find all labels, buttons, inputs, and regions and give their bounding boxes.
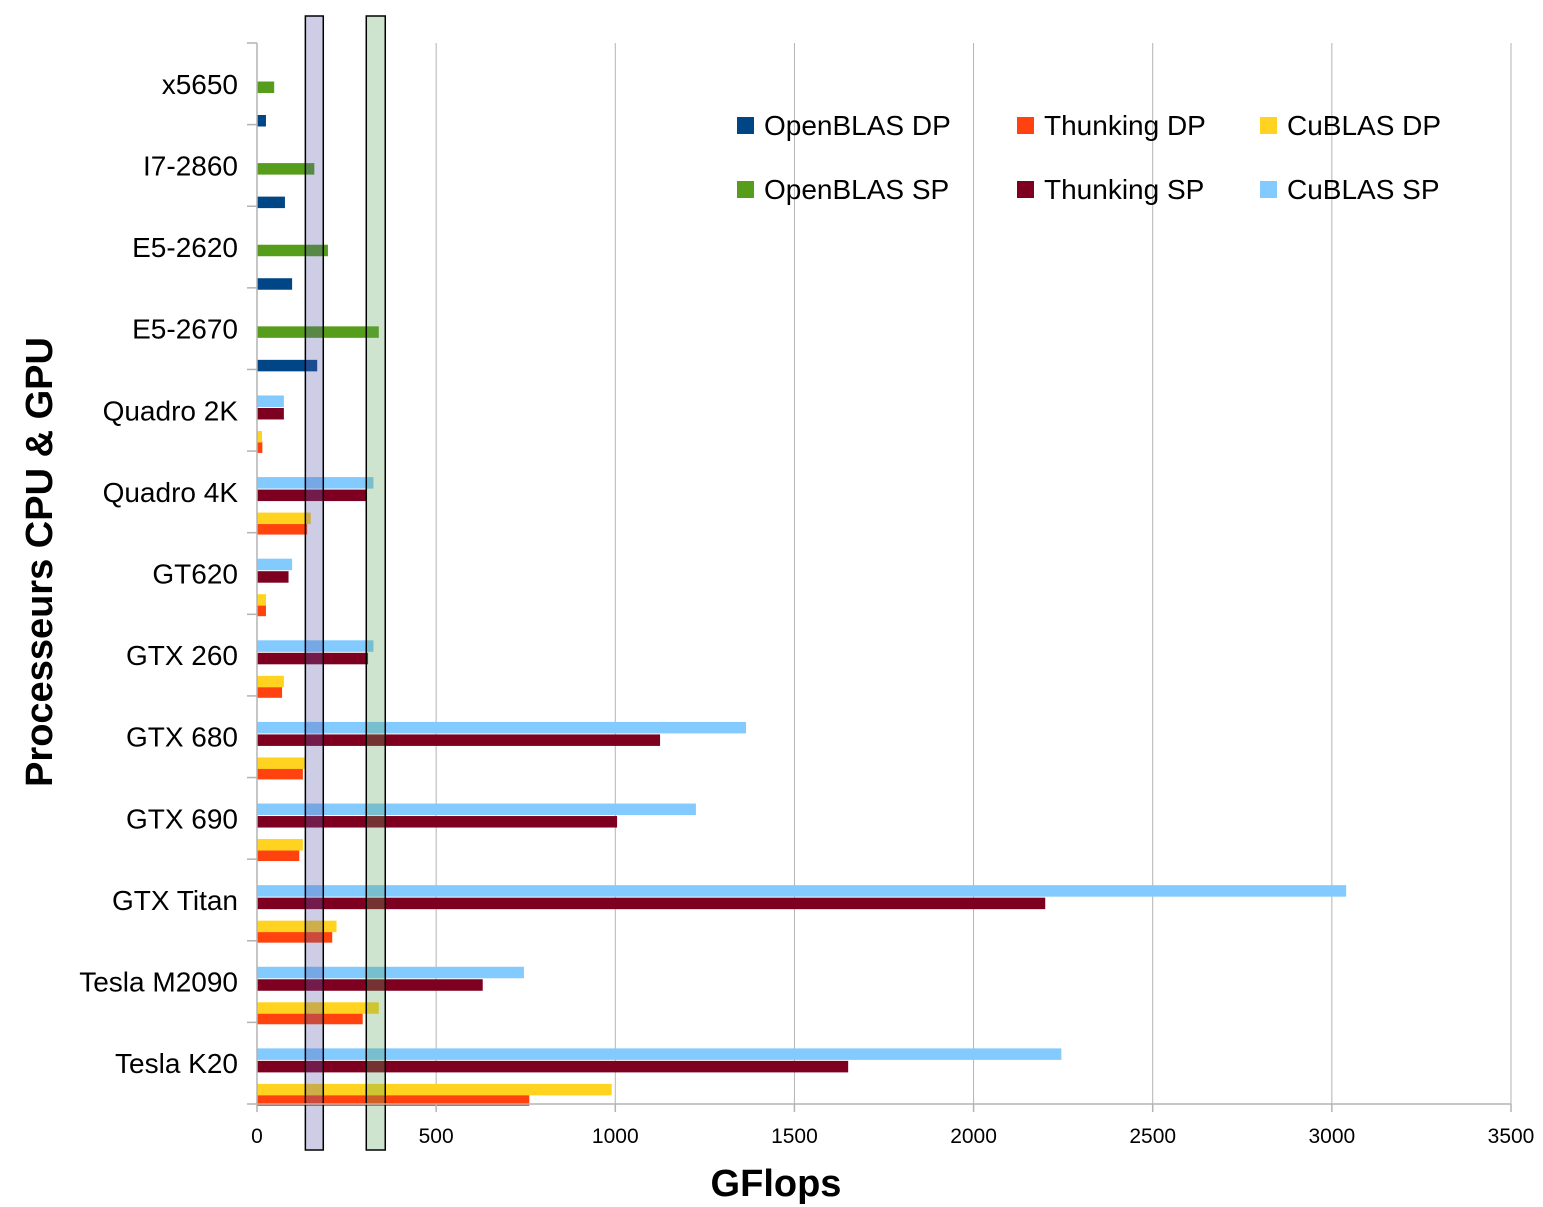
bar-cublas-sp (257, 966, 524, 979)
bar-cublas-sp (257, 558, 293, 571)
bar-thunking-sp (257, 407, 284, 420)
bar-thunking-dp (257, 1094, 530, 1106)
bar-cublas-dp (257, 430, 263, 443)
bar-thunking-dp (257, 931, 333, 943)
bar-openblas-dp (257, 359, 318, 372)
category-label: GTX 680 (126, 722, 238, 753)
legend-swatch (1260, 181, 1277, 198)
bar-thunking-dp (257, 849, 300, 862)
legend: OpenBLAS DP Thunking DP CuBLAS DP OpenBLAS … (737, 110, 1441, 205)
bar-thunking-dp (257, 686, 283, 698)
legend-swatch (1017, 181, 1034, 198)
bar-cublas-dp (257, 675, 284, 688)
x-tick-label: 500 (419, 1125, 454, 1148)
legend-label: Thunking SP (1044, 174, 1204, 205)
bar-thunking-sp (257, 571, 289, 583)
bar-cublas-sp (257, 640, 374, 652)
category-label: Quadro 4K (103, 477, 239, 508)
category-label: GTX 690 (126, 803, 238, 834)
bar-openblas-sp (257, 81, 275, 93)
bar-openblas-dp (257, 278, 293, 290)
bar-openblas-dp (257, 115, 266, 127)
bar-thunking-sp (257, 979, 483, 991)
bar-thunking-dp (257, 1012, 363, 1025)
category-label: GT620 (152, 559, 238, 590)
category-label: x5650 (162, 69, 238, 100)
bar-openblas-sp (257, 326, 379, 338)
x-tick-labels: 0 500 1000 1500 2000 2500 3000 3500 (251, 1125, 1534, 1148)
legend-swatch (737, 181, 754, 198)
bar-cublas-dp (257, 839, 303, 851)
category-label: GTX Titan (112, 885, 238, 916)
bar-cublas-sp (257, 721, 747, 734)
bar-thunking-dp (257, 441, 263, 453)
category-label: GTX 260 (126, 640, 238, 671)
legend-swatch (1260, 117, 1277, 134)
x-tick-label: 0 (251, 1125, 263, 1148)
legend-swatch (1017, 117, 1034, 134)
category-label: E5-2670 (132, 314, 238, 345)
bar-thunking-dp (257, 604, 266, 617)
bar-thunking-sp (257, 734, 661, 746)
bar-cublas-sp (257, 1048, 1062, 1060)
grid-lines (435, 43, 1512, 1104)
x-axis-title: GFlops (711, 1163, 842, 1205)
y-axis-title: Processeurs CPU & GPU (19, 337, 61, 787)
bar-thunking-sp (257, 816, 618, 828)
legend-label: CuBLAS SP (1287, 174, 1440, 205)
legend-label: CuBLAS DP (1287, 110, 1441, 141)
bar-cublas-dp (257, 757, 305, 769)
legend-label: Thunking DP (1044, 110, 1206, 141)
highlight-bands (304, 15, 387, 1151)
category-labels: x5650 I7-2860 E5-2620 E5-2670 Quadro 2K Quadr… (79, 69, 238, 1079)
x-tick-label: 2000 (950, 1125, 997, 1148)
bar-thunking-sp (257, 1060, 849, 1073)
bar-thunking-dp (257, 523, 308, 535)
bar-thunking-sp (257, 897, 1046, 910)
bar-openblas-sp (257, 244, 328, 257)
bar-cublas-dp (257, 920, 337, 933)
bar-thunking-dp (257, 767, 303, 780)
highlight-band (304, 15, 325, 1151)
axes (247, 42, 1512, 1112)
category-label: Tesla K20 (115, 1048, 238, 1079)
category-label: I7-2860 (143, 150, 238, 181)
x-tick-label: 2500 (1129, 1125, 1176, 1148)
bar-thunking-sp (257, 652, 369, 665)
legend-swatch (737, 117, 754, 134)
bar-cublas-dp (257, 594, 266, 606)
category-label: Tesla M2090 (79, 967, 238, 998)
bar-cublas-dp (257, 1002, 379, 1014)
x-tick-label: 3000 (1308, 1125, 1355, 1148)
highlight-band (365, 15, 387, 1151)
bar-thunking-sp (257, 489, 367, 502)
bar-cublas-dp (257, 1083, 612, 1096)
category-label: E5-2620 (132, 232, 238, 263)
x-tick-label: 1500 (771, 1125, 818, 1148)
legend-label: OpenBLAS DP (764, 110, 951, 141)
bar-cublas-dp (257, 512, 311, 525)
bar-openblas-dp (257, 196, 285, 209)
bar-cublas-sp (257, 477, 374, 489)
bar-openblas-sp (257, 163, 315, 175)
legend-label: OpenBLAS SP (764, 174, 949, 205)
bar-cublas-sp (257, 885, 1347, 897)
bar-marks (257, 81, 1347, 1106)
x-tick-label: 1000 (592, 1125, 639, 1148)
category-label: Quadro 2K (103, 395, 239, 426)
bar-cublas-sp (257, 395, 284, 407)
x-tick-label: 3500 (1488, 1125, 1535, 1148)
bar-cublas-sp (257, 803, 696, 816)
